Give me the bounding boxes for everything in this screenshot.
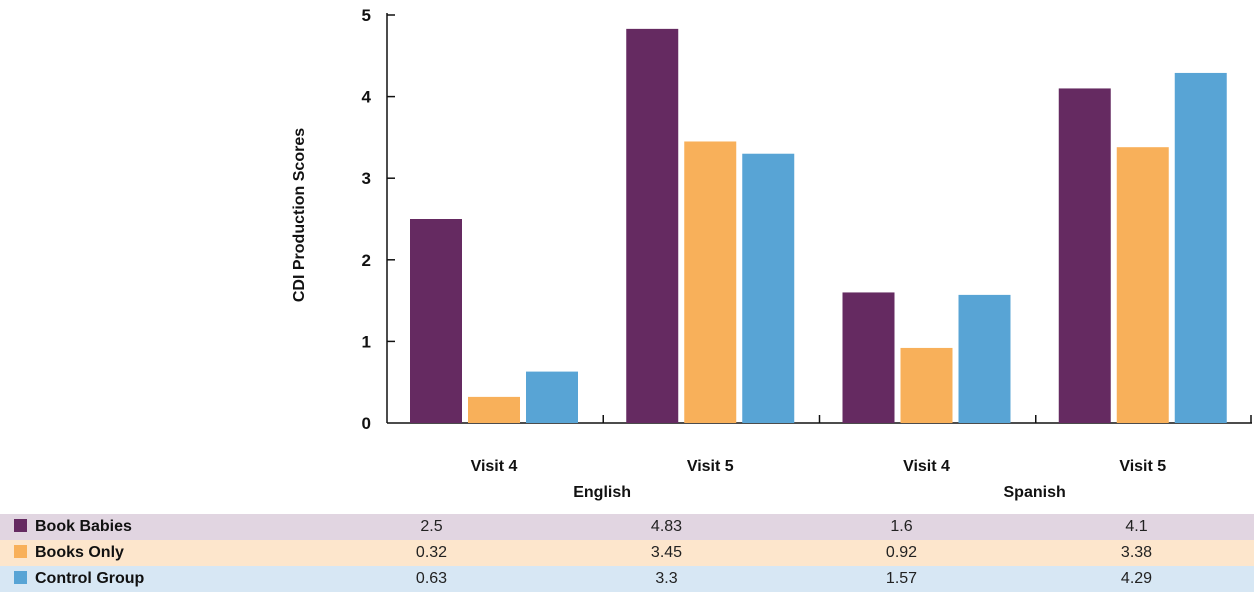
legend-label: Book Babies [35,518,132,535]
x-tick-label: Visit 5 [1119,458,1166,475]
data-label: 3.38 [1120,544,1153,561]
bar [900,347,953,423]
y-tick-label: 0 [362,414,371,433]
table-row: Control Group 0.63 3.3 1.57 4.29 [0,566,1254,592]
data-label: 1.6 [890,518,913,535]
series-name-cell: Books Only [0,540,314,566]
bar [684,141,737,424]
data-label: 3.45 [650,544,683,561]
legend-label: Books Only [35,544,124,561]
group-label: Spanish [1004,484,1066,501]
data-label: 1.57 [885,570,918,587]
bar [1058,88,1111,423]
bar [468,396,520,423]
data-label: 4.1 [1125,518,1148,535]
legend-swatch [14,545,27,558]
x-tick-label: Visit 4 [903,458,950,475]
y-tick-label: 3 [362,169,371,188]
bar [410,219,462,423]
axis-labels: 0 1 2 3 4 5 Visit 4 Visit 5 Visit 4 Visit 5 Englis… [291,6,1166,501]
data-label: 3.3 [655,570,678,587]
group-label: English [573,484,631,501]
data-label: 0.92 [885,544,918,561]
data-label: 0.32 [415,544,448,561]
data-label: 4.29 [1120,570,1153,587]
x-tick-label: Visit 5 [687,458,734,475]
bar [1116,147,1169,423]
table-row: Books Only 0.32 3.45 0.92 3.38 [0,540,1254,566]
table-row: Book Babies 2.5 4.83 1.6 4.1 [0,514,1254,540]
x-tick-label: Visit 4 [471,458,518,475]
bar [1174,72,1227,423]
bar [958,294,1011,423]
bar [842,292,895,423]
data-label: 0.63 [415,570,448,587]
bar [742,153,795,423]
bars [410,28,1227,424]
bar [526,371,578,423]
bar-chart: 0 1 2 3 4 5 Visit 4 Visit 5 Visit 4 Visit 5 Englis… [291,6,1252,501]
data-label: 4.83 [650,518,683,535]
y-tick-label: 4 [362,88,372,107]
y-tick-label: 2 [362,251,371,270]
legend-swatch [14,519,27,532]
y-tick-label: 1 [362,332,371,351]
data-table: Book Babies 2.5 4.83 1.6 4.1 Books Only 0.32 3.… [0,514,1254,592]
y-tick-label: 5 [362,6,371,25]
series-name-cell: Book Babies [0,514,314,540]
y-axis-label: CDI Production Scores [291,128,308,302]
legend-label: Control Group [35,570,145,587]
series-name-cell: Control Group [0,566,314,592]
legend-swatch [14,571,27,584]
bar [626,28,679,423]
data-label: 2.5 [420,518,443,535]
